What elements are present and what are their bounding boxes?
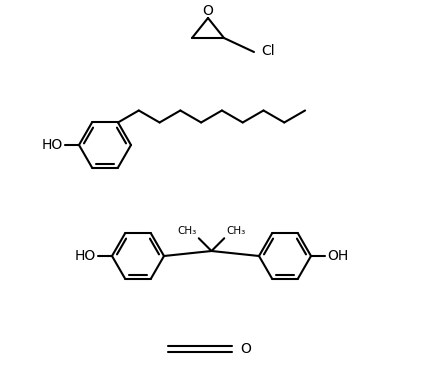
Text: O: O	[240, 342, 251, 356]
Text: HO: HO	[42, 138, 63, 152]
Text: O: O	[203, 4, 213, 18]
Text: HO: HO	[75, 249, 96, 263]
Text: CH₃: CH₃	[177, 226, 197, 236]
Text: CH₃: CH₃	[226, 226, 246, 236]
Text: OH: OH	[327, 249, 348, 263]
Text: Cl: Cl	[261, 44, 274, 58]
